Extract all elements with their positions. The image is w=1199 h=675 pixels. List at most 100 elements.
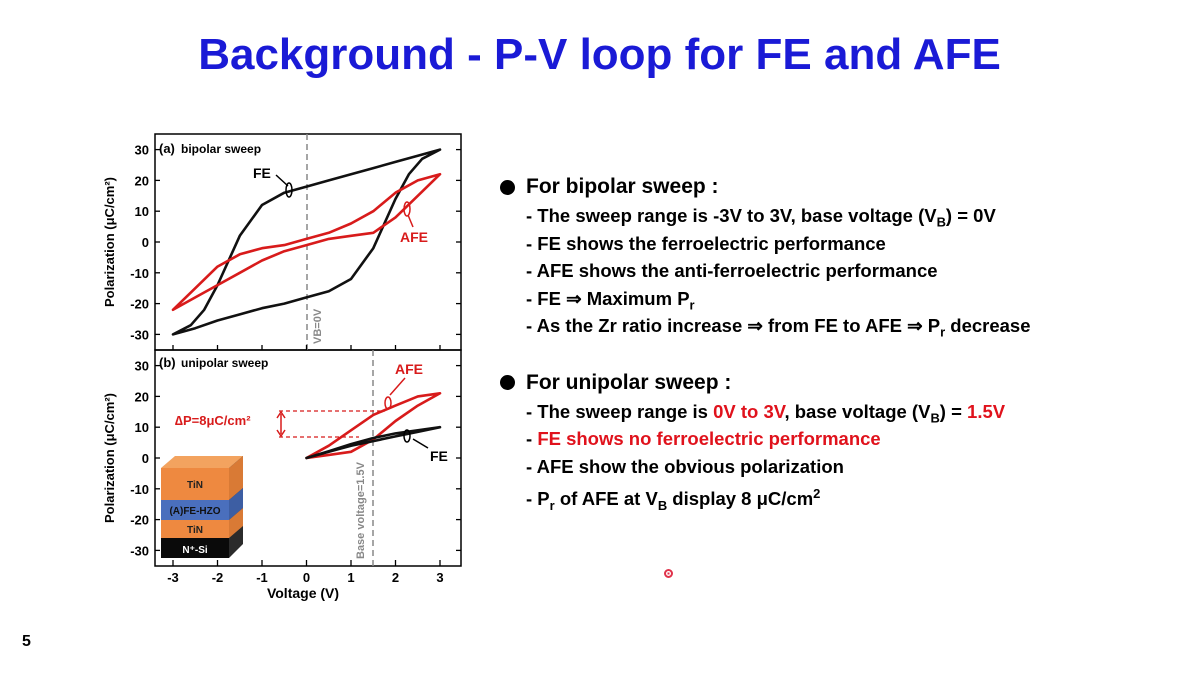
bullet-line: - As the Zr ratio increase ⇒ from FE to … xyxy=(526,312,1031,340)
stack-layer-si: N⁺-Si xyxy=(182,545,208,556)
x-tick-label: 0 xyxy=(303,570,310,585)
vb-label-a: VB=0V xyxy=(312,308,324,344)
bullet-text-part: r xyxy=(689,297,695,313)
panel-b-label: (b) xyxy=(159,355,176,370)
bullet-list: For bipolar sweep : - The sweep range is … xyxy=(500,172,1031,513)
x-tick-label: -1 xyxy=(256,570,268,585)
panel-b-caption: unipolar sweep xyxy=(181,356,268,370)
x-tick-label: -2 xyxy=(212,570,224,585)
bullet-text-part: ) = 0V xyxy=(945,205,996,226)
fe-marker-b xyxy=(403,429,411,443)
y-axis-title-b: Polarization (μC/cm²) xyxy=(102,393,117,523)
bullet-line: - The sweep range is -3V to 3V, base vol… xyxy=(526,202,1031,230)
bullet-dot-icon xyxy=(500,179,515,195)
bullet-text-part: - AFE show the obvious polarization xyxy=(526,455,844,477)
x-tick-label: 1 xyxy=(347,570,354,585)
series-line-afe xyxy=(305,392,442,460)
bullet-heading-text: For bipolar sweep : xyxy=(526,175,719,198)
afe-marker-b xyxy=(384,396,392,410)
fe-label-b: FE xyxy=(430,448,448,464)
bullet-line: - AFE show the obvious polarization xyxy=(526,453,1031,481)
bullet-text-part: - P xyxy=(526,488,550,510)
bullet-line: - FE ⇒ Maximum Pr xyxy=(526,285,1031,313)
bullet-line: - Pr of AFE at VB display 8 μC/cm2 xyxy=(526,480,1031,513)
fe-label-a: FE xyxy=(253,165,271,181)
bullet-line: - FE shows no ferroelectric performance xyxy=(526,425,1031,453)
stack-layer-tin-top: TiN xyxy=(187,480,203,491)
afe-label-b: AFE xyxy=(395,361,423,377)
stack-layer-tin-bottom: TiN xyxy=(187,525,203,536)
slide-title: Background - P-V loop for FE and AFE xyxy=(198,30,1001,79)
bullet-text-part: 1.5V xyxy=(967,400,1006,422)
y-tick-label: 20 xyxy=(135,389,149,404)
bullet-line: - FE shows the ferroelectric performance xyxy=(526,230,1031,258)
panel-a-curves xyxy=(171,148,442,336)
y-tick-label: -30 xyxy=(130,543,149,558)
laser-pointer-icon xyxy=(664,569,673,578)
y-tick-label: 10 xyxy=(135,420,149,435)
bullet-dot-icon xyxy=(500,375,515,390)
bullet-heading: For unipolar sweep : xyxy=(500,368,1031,398)
y-tick-label: 20 xyxy=(135,173,149,188)
panel-b-curves xyxy=(305,392,442,460)
afe-pointer-b xyxy=(389,377,406,396)
bullet-heading: For bipolar sweep : xyxy=(500,172,1031,202)
page-number: 5 xyxy=(22,633,31,650)
bullet-text-part: - AFE shows the anti-ferroelectric perfo… xyxy=(526,260,938,281)
y-tick-label: -20 xyxy=(130,297,149,312)
bullet-text-part: of AFE at V xyxy=(554,488,658,510)
bullet-text-part: FE shows no ferroelectric performance xyxy=(537,428,881,449)
delta-p-arrow-head-down xyxy=(276,429,286,438)
bullet-text-part: B xyxy=(936,214,946,230)
x-tick-label: 3 xyxy=(436,570,443,585)
bullet-line: - AFE shows the anti-ferroelectric perfo… xyxy=(526,257,1031,285)
y-tick-label: 30 xyxy=(135,359,149,374)
y-tick-label: 0 xyxy=(142,235,149,250)
device-stack-illustration: TiN (A)FE-HZO TiN N⁺-Si xyxy=(161,456,243,558)
bullet-text-part: r xyxy=(940,324,946,340)
bullet-line: - The sweep range is 0V to 3V, base volt… xyxy=(526,398,1031,426)
afe-label-a: AFE xyxy=(400,229,428,245)
bullet-text-part: 0V to 3V xyxy=(713,400,785,422)
afe-pointer-a xyxy=(407,214,414,228)
y-tick-label: 10 xyxy=(135,204,149,219)
afe-marker-a xyxy=(403,201,411,217)
series-line-fe xyxy=(305,425,442,460)
y-tick-label: -10 xyxy=(130,266,149,281)
fe-marker-a xyxy=(285,182,293,198)
bullet-text-part: - As the Zr ratio increase ⇒ from FE to … xyxy=(526,315,941,336)
series-line-afe xyxy=(171,172,442,312)
bullet-text-part: - FE ⇒ Maximum P xyxy=(526,287,690,309)
panel-a-label: (a) xyxy=(159,141,175,156)
bullet-text-part: - The sweep range is xyxy=(526,400,714,422)
y-tick-label: 0 xyxy=(142,451,149,466)
bullet-text-part: - The sweep range is -3V to 3V, base vol… xyxy=(526,205,937,226)
x-axis-title: Voltage (V) xyxy=(267,585,339,601)
bullet-text-part: B xyxy=(930,410,940,426)
y-tick-label: -30 xyxy=(130,327,149,342)
bullet-text-part: B xyxy=(657,497,668,513)
bullet-text-part: r xyxy=(549,497,555,513)
fe-pointer-b xyxy=(412,438,429,449)
pv-loop-figure: VB=0V Base voltage=1.5V 3020100-10-20-30… xyxy=(102,133,462,601)
bullet-text-part: - xyxy=(526,428,538,449)
bullet-text-part: 2 xyxy=(813,486,821,501)
bullet-text-part: - FE shows the ferroelectric performance xyxy=(526,232,886,254)
fe-pointer-a xyxy=(275,174,289,187)
bullet-text-part: display 8 μC/cm xyxy=(667,488,814,510)
x-tick-label: -3 xyxy=(167,570,179,585)
delta-p-label: ∆P=8μC/cm² xyxy=(175,413,251,428)
bullet-text-part: , base voltage (V xyxy=(784,400,931,422)
y-tick-label: -10 xyxy=(130,482,149,497)
y-axis-title-a: Polarization (μC/cm²) xyxy=(102,177,117,307)
vb-label-b: Base voltage=1.5V xyxy=(355,461,367,559)
x-tick-label: 2 xyxy=(392,570,399,585)
bullet-heading-text: For unipolar sweep : xyxy=(526,370,732,394)
y-tick-label: 30 xyxy=(135,143,149,158)
panel-a-caption: bipolar sweep xyxy=(181,142,261,156)
bullet-text-part: decrease xyxy=(945,315,1031,336)
delta-p-arrow-head-up xyxy=(276,410,286,419)
bullet-text-part: ) = xyxy=(939,400,968,422)
y-tick-label: -20 xyxy=(130,513,149,528)
